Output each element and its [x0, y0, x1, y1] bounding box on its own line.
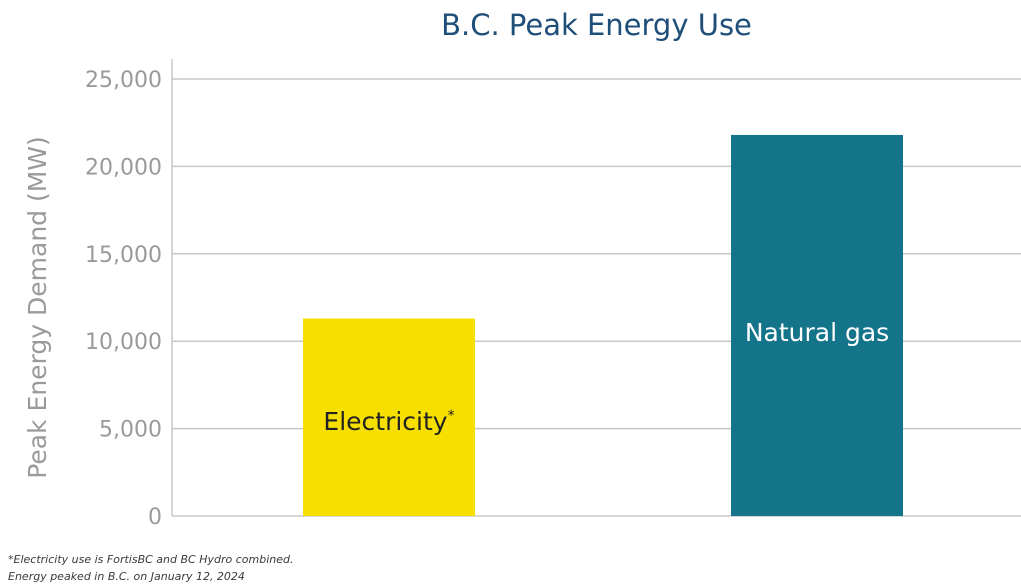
y-axis-ticks: 0 5,000 10,000 15,000 20,000 25,000: [85, 68, 162, 530]
y-tick-label: 25,000: [85, 68, 162, 93]
y-tick-label: 0: [148, 505, 162, 530]
y-tick-label: 5,000: [99, 418, 162, 443]
y-tick-label: 10,000: [85, 330, 162, 355]
y-axis-label: Peak Energy Demand (MW): [23, 136, 52, 479]
y-tick-label: 15,000: [85, 243, 162, 268]
footnote-electricity-source: *Electricity use is FortisBC and BC Hydr…: [8, 553, 294, 566]
bar-label-natural-gas: Natural gas: [745, 318, 889, 347]
footnote-peak-date: Energy peaked in B.C. on January 12, 202…: [8, 570, 245, 583]
bar-label-electricity: Electricity*: [323, 407, 454, 436]
chart-title: B.C. Peak Energy Use: [441, 8, 752, 42]
bar-electricity: [303, 318, 475, 516]
y-tick-label: 20,000: [85, 155, 162, 180]
bar-natural-gas: [731, 134, 903, 516]
